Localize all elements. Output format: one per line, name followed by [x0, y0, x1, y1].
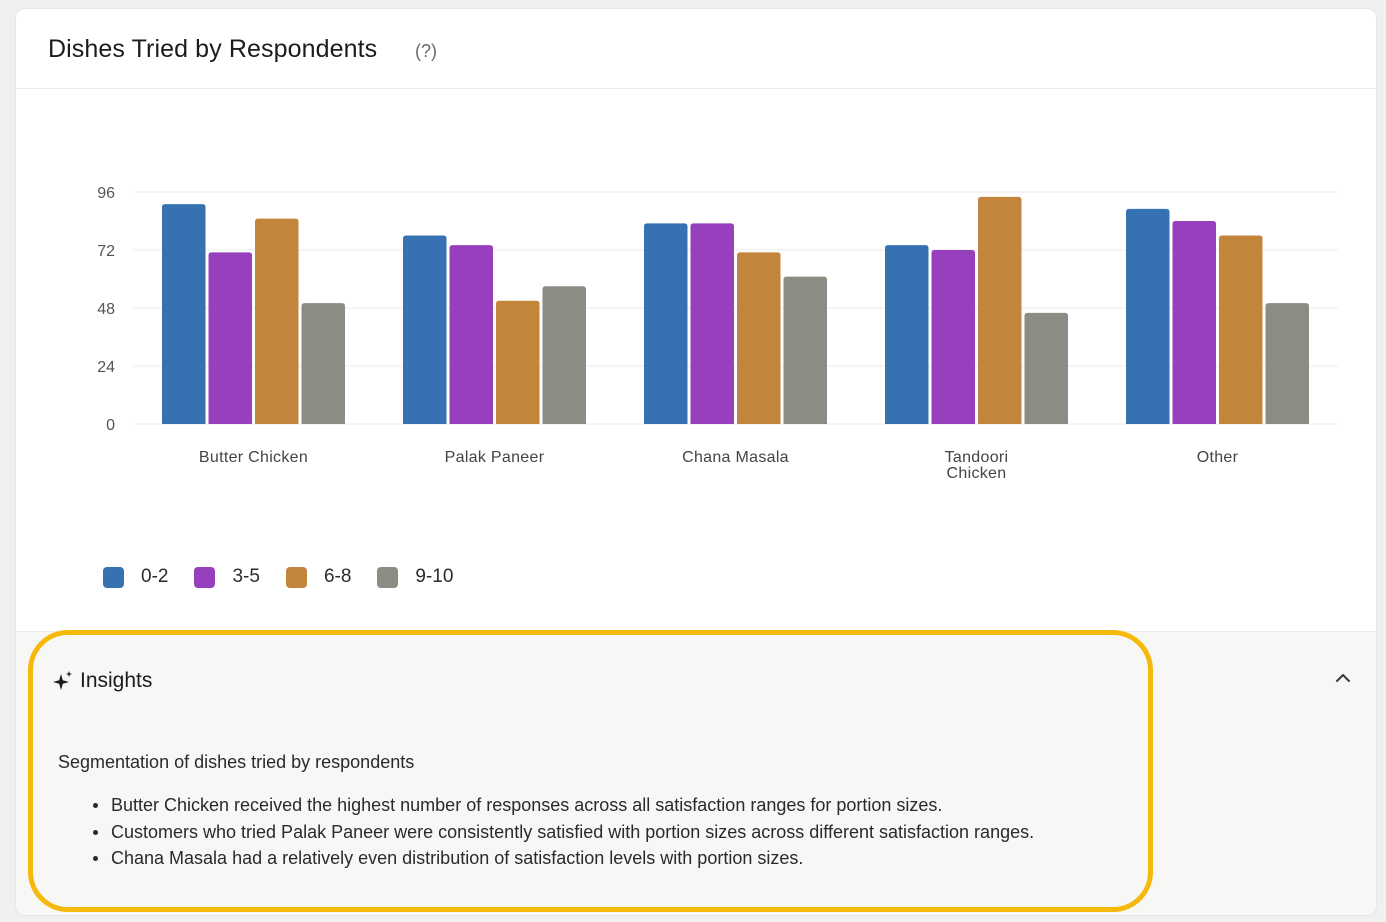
legend-label: 9-10 — [415, 566, 454, 587]
x-tick-label: Other — [1197, 449, 1239, 466]
x-tick-label-line: Butter Chicken — [199, 449, 308, 466]
insights-header[interactable]: Insights — [52, 669, 152, 693]
insight-bullet: Chana Masala had a relatively even distr… — [92, 845, 1034, 872]
bar — [783, 276, 827, 424]
help-icon[interactable]: (?) — [415, 41, 437, 61]
bar-chart: 0 24 48 72 96 Butter Chicken Palak Paneer Chana… — [97, 185, 1338, 482]
chevron-up-icon[interactable] — [1334, 672, 1352, 684]
x-tick-label: Chana Masala — [682, 449, 789, 466]
legend-label: 3-5 — [232, 566, 260, 587]
chart-card: Dishes Tried by Respondents (?) 0 24 48 72 9… — [15, 8, 1377, 916]
insight-bullet: Butter Chicken received the highest numb… — [92, 792, 1034, 819]
bar — [644, 223, 688, 424]
legend-swatch — [194, 566, 216, 588]
bar — [690, 223, 734, 424]
legend-label: 6-8 — [323, 566, 352, 587]
bar — [301, 303, 345, 424]
bar — [542, 286, 586, 424]
y-tick-label: 96 — [97, 185, 115, 202]
bar — [1172, 221, 1216, 424]
x-tick-label: Tandoori Chicken — [945, 449, 1009, 482]
legend-item[interactable]: 0-2 — [103, 566, 168, 588]
legend-item[interactable]: 6-8 — [285, 566, 352, 588]
legend-item[interactable]: 3-5 — [194, 566, 260, 588]
bar — [449, 245, 493, 424]
x-tick-label-line: Tandoori — [945, 449, 1009, 466]
y-tick-label: 72 — [97, 243, 115, 260]
legend-label: 0-2 — [141, 566, 169, 587]
chart-legend: 0-2 3-5 6-8 9-10 — [103, 566, 479, 588]
insights-panel: Insights Segmentation of dishes tried by… — [16, 630, 1376, 915]
y-tick-label: 24 — [97, 359, 115, 376]
legend-swatch — [103, 566, 124, 588]
bar — [496, 300, 540, 424]
y-tick-label: 0 — [106, 417, 115, 434]
card-header: Dishes Tried by Respondents (?) — [16, 9, 1376, 89]
y-tick-label: 48 — [97, 301, 115, 318]
bar — [403, 235, 447, 424]
x-tick-label-line: Chana Masala — [682, 449, 789, 466]
bar — [885, 245, 929, 424]
x-tick-label-line: Palak Paneer — [445, 449, 545, 466]
card-title: Dishes Tried by Respondents — [48, 35, 378, 63]
x-tick-label-line: Other — [1197, 449, 1239, 466]
bar — [255, 218, 299, 424]
bar — [1265, 303, 1309, 424]
bar — [1024, 312, 1068, 424]
bar — [931, 250, 975, 424]
x-tick-label: Butter Chicken — [199, 449, 308, 466]
insights-highlight-outline — [28, 630, 1153, 912]
bar — [978, 196, 1022, 424]
bar — [1219, 235, 1263, 424]
bar — [162, 204, 206, 424]
legend-swatch — [377, 566, 399, 588]
legend-swatch — [285, 566, 307, 588]
insight-bullet: Customers who tried Palak Paneer were co… — [92, 819, 1034, 846]
legend-item[interactable]: 9-10 — [377, 566, 453, 588]
x-tick-label-line: Chicken — [947, 465, 1007, 482]
bar — [1126, 208, 1170, 424]
bar — [737, 252, 781, 424]
insights-summary: Segmentation of dishes tried by responde… — [58, 752, 415, 772]
sparkle-icon — [53, 671, 72, 690]
bar — [208, 252, 252, 424]
insights-title: Insights — [80, 669, 153, 692]
insights-bullet-list: Butter Chicken received the highest numb… — [58, 792, 1034, 872]
x-tick-label: Palak Paneer — [445, 449, 545, 466]
